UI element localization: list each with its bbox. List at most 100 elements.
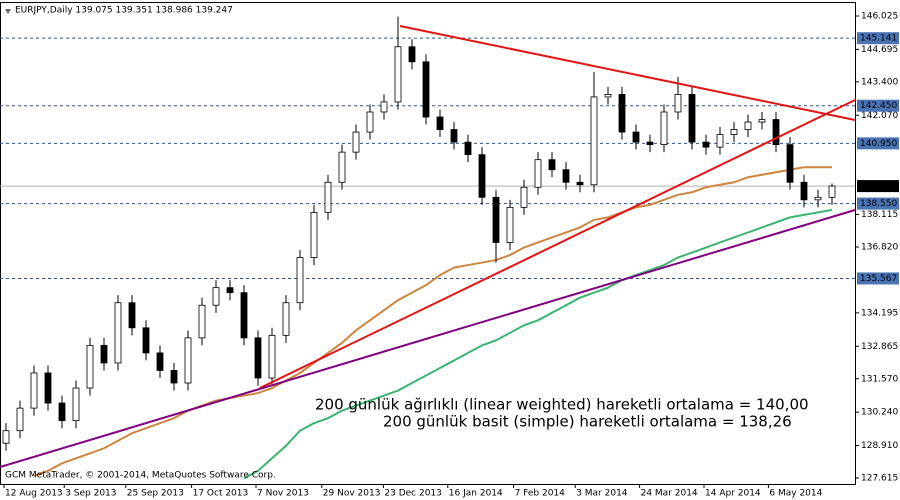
annotation: 200 günlük basit (simple) hareketli orta… — [383, 413, 792, 431]
candle-body — [352, 131, 360, 153]
candle-body — [2, 430, 10, 444]
candle-body — [674, 94, 682, 113]
annotation: 200 günlük ağırlıklı (linear weighted) h… — [315, 396, 809, 414]
candle-body — [800, 181, 808, 201]
candle-body — [450, 129, 458, 143]
candle-body — [828, 185, 836, 198]
candle-body — [548, 159, 556, 171]
x-tick-label: 29 Nov 2013 — [323, 489, 381, 499]
symbol-icon — [5, 9, 11, 14]
candle-body — [310, 211, 318, 258]
y-tick-label: 130.240 — [861, 408, 898, 418]
x-tick-label: 6 May 2014 — [769, 489, 822, 499]
candle-body — [198, 304, 206, 339]
y-tick-label: 127.615 — [861, 474, 898, 484]
candle-body — [702, 141, 710, 148]
candle-body — [436, 116, 444, 130]
candle-body — [618, 94, 626, 133]
y-tick-label: 136.820 — [861, 243, 898, 253]
candle-body — [744, 121, 752, 130]
candle-body — [30, 372, 38, 409]
candle-body — [240, 292, 248, 339]
candle-body — [170, 370, 178, 384]
y-tick-label: 134.195 — [861, 308, 898, 318]
candle-body — [72, 387, 80, 422]
candle-body — [422, 61, 430, 118]
candle-body — [464, 141, 472, 156]
candle-body — [534, 159, 542, 188]
candle-body — [100, 344, 108, 364]
y-tick-label: 128.910 — [861, 441, 898, 451]
candle-body — [226, 287, 234, 294]
x-tick-label: 12 Aug 2013 — [5, 489, 63, 499]
candle-body — [324, 181, 332, 213]
x-tick-label: 3 Mar 2014 — [576, 489, 628, 499]
x-tick-label: 17 Oct 2013 — [193, 489, 249, 499]
plot-frame — [0, 2, 856, 485]
candle-body — [590, 96, 598, 186]
x-tick-label: 16 Jan 2014 — [449, 489, 503, 499]
level-label-box — [857, 197, 899, 210]
candle-body — [58, 402, 66, 422]
candle-body — [506, 206, 514, 243]
candle-body — [128, 302, 136, 329]
candle-body — [184, 337, 192, 384]
candle-body — [366, 111, 374, 133]
candle-body — [730, 129, 738, 135]
x-tick-label: 7 Feb 2014 — [515, 489, 566, 499]
y-tick-label: 144.695 — [861, 45, 898, 55]
trend-line — [259, 99, 856, 389]
candle-body — [338, 151, 346, 183]
chart-title: EURJPY,Daily 139.075 139.351 138.986 139… — [15, 6, 233, 16]
level-label-box — [857, 137, 899, 150]
candle-body — [86, 344, 94, 389]
level-label: 142.450 — [860, 101, 897, 111]
mark-layer — [2, 16, 836, 480]
x-tick-label: 7 Nov 2013 — [257, 489, 309, 499]
last-price-label: 139.247 — [860, 182, 897, 192]
trend-line — [399, 25, 856, 121]
candle-body — [16, 407, 24, 432]
candle-body — [660, 111, 668, 146]
candle-body — [268, 334, 276, 379]
x-tick-label: 25 Sep 2013 — [127, 489, 184, 499]
y-tick-label: 146.025 — [861, 12, 898, 22]
y-tick-label: 132.865 — [861, 342, 898, 352]
y-tick-label: 143.400 — [861, 77, 898, 87]
candle-body — [142, 327, 150, 354]
candle-body — [156, 352, 164, 371]
candle-body — [646, 141, 654, 146]
level-label: 135.567 — [860, 274, 897, 284]
moving-average-line — [243, 208, 833, 480]
candle-body — [296, 257, 304, 304]
x-tick-label: 23 Dec 2013 — [384, 489, 442, 499]
level-label: 145.141 — [860, 34, 897, 44]
level-label: 140.950 — [860, 139, 897, 149]
candle-body — [212, 287, 220, 306]
candle-body — [408, 46, 416, 63]
candle-body — [254, 337, 262, 379]
level-label: 138.550 — [860, 199, 897, 209]
candle-body — [394, 46, 402, 103]
level-label-box — [857, 99, 899, 112]
y-tick-label: 142.070 — [861, 111, 898, 121]
candle-body — [44, 372, 52, 404]
x-tick-label: 3 Sep 2013 — [65, 489, 116, 499]
candle-body — [114, 302, 122, 364]
trend-line — [0, 209, 856, 468]
candle-body — [688, 94, 696, 143]
candle-body — [520, 186, 528, 208]
candle-body — [814, 196, 822, 201]
candle-body — [478, 154, 486, 198]
candle-body — [716, 134, 724, 148]
y-tick-label: 138.115 — [861, 210, 898, 220]
y-tick-label: 131.570 — [861, 374, 898, 384]
level-label-box — [857, 272, 899, 285]
candle-body — [604, 94, 612, 98]
label-layer: 146.025 144.695 143.400 142.070 138.115 136.8… — [5, 12, 899, 499]
x-tick-label: 24 Mar 2014 — [641, 489, 698, 499]
candle-body — [492, 196, 500, 243]
